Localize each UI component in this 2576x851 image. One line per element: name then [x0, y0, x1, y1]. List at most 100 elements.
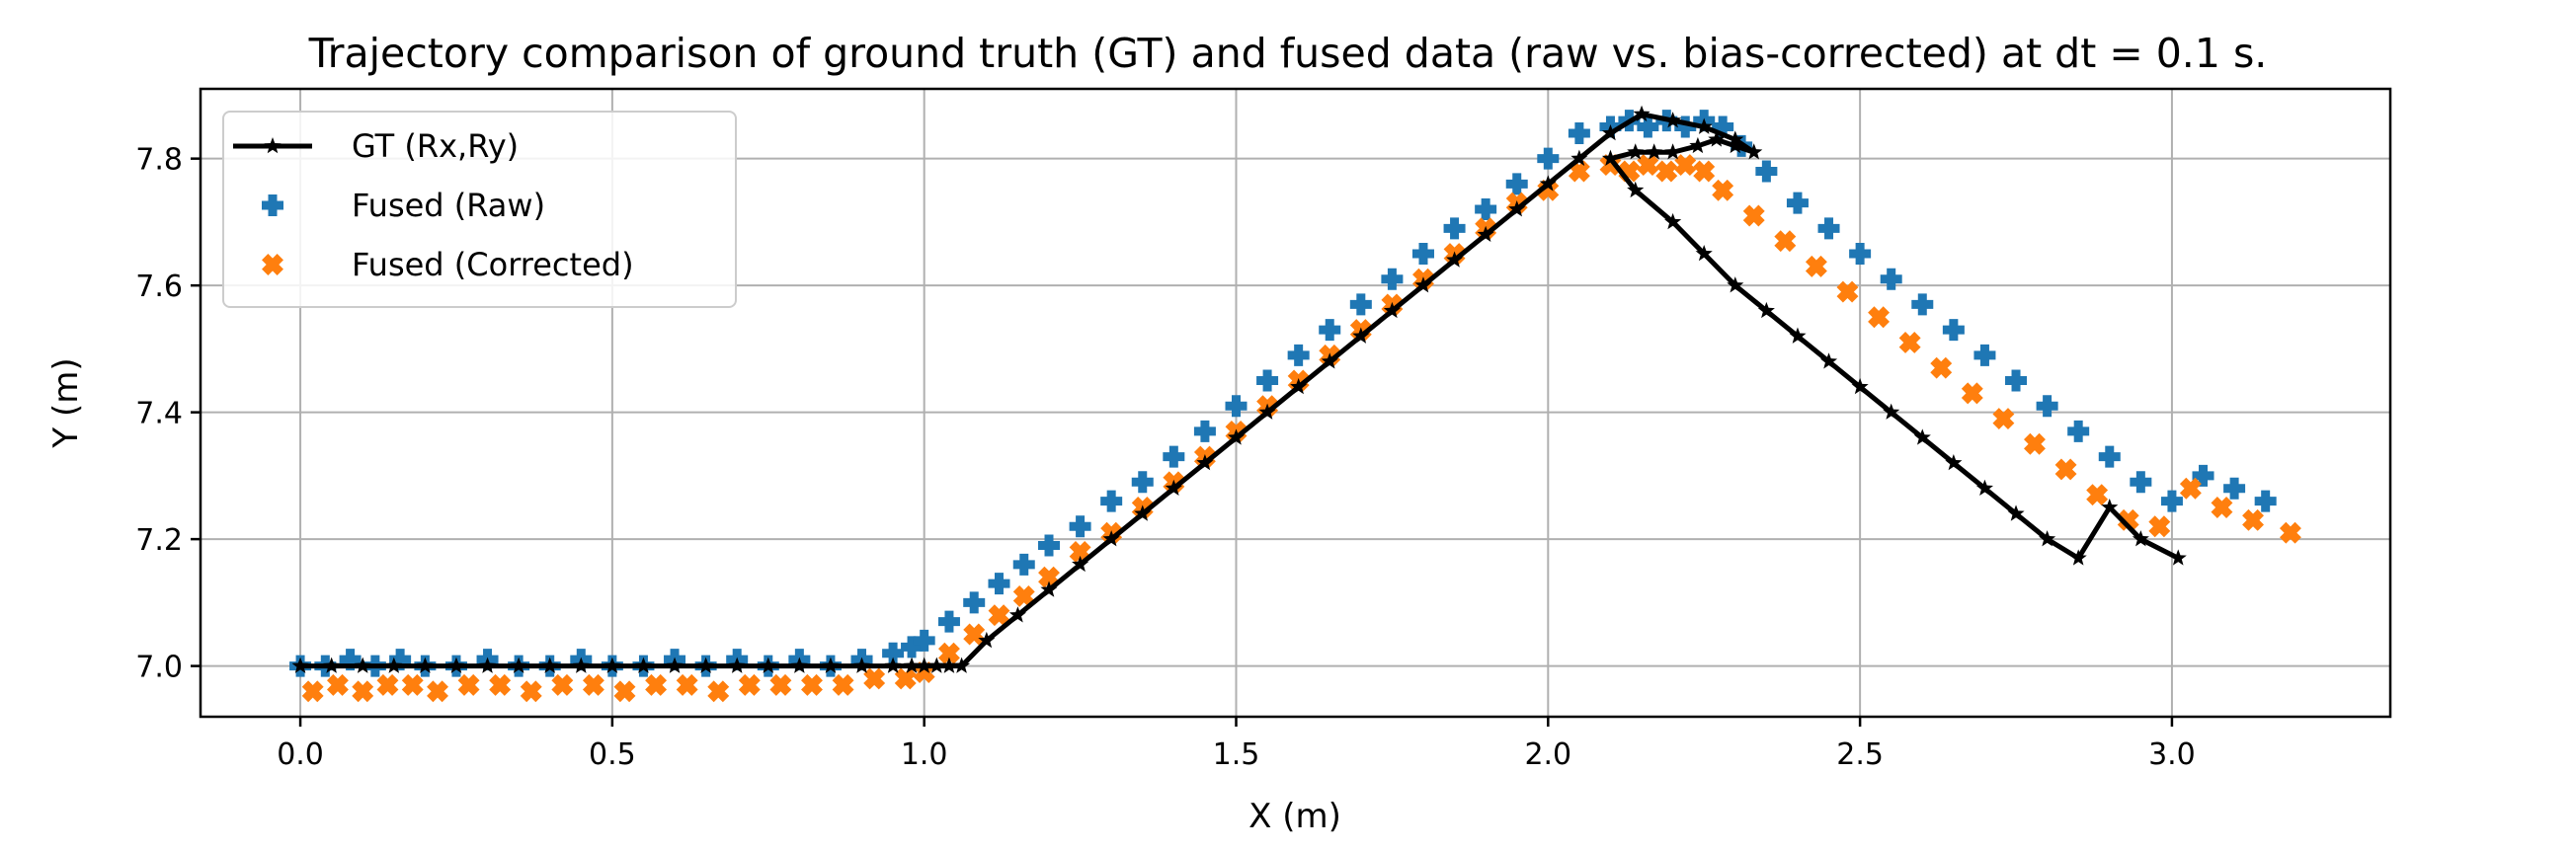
data-point — [863, 667, 886, 690]
data-point — [520, 680, 542, 703]
data-point — [291, 657, 309, 673]
x-tick-label: 3.0 — [2148, 737, 2196, 772]
gt-line — [300, 112, 2180, 669]
data-point — [1689, 136, 1707, 154]
data-point — [2192, 464, 2214, 487]
data-point — [728, 657, 746, 673]
data-point — [352, 680, 374, 703]
data-point — [1601, 123, 1620, 141]
data-point — [1040, 580, 1058, 597]
data-point — [1664, 143, 1682, 160]
data-point — [1911, 293, 1934, 316]
data-point — [1708, 130, 1726, 147]
data-point — [1992, 408, 2015, 430]
data-point — [1069, 515, 1091, 538]
data-point — [697, 657, 715, 673]
data-point — [1880, 268, 1902, 290]
data-point — [1537, 147, 1560, 170]
data-point — [1942, 319, 1965, 342]
data-point — [1131, 471, 1154, 494]
data-point — [354, 657, 371, 673]
data-point — [427, 680, 448, 703]
data-point — [988, 604, 1010, 627]
plot-frame — [199, 87, 2392, 719]
data-point — [1664, 112, 1682, 128]
data-point — [2132, 530, 2149, 547]
data-point — [2054, 458, 2077, 481]
x-tick-label: 1.0 — [901, 737, 948, 772]
data-point — [389, 649, 412, 671]
data-point — [2039, 530, 2056, 547]
x-axis-label: X (m) — [1248, 797, 1341, 836]
data-point — [953, 657, 971, 673]
data-point — [978, 631, 996, 649]
data-point — [2130, 471, 2152, 494]
data-point — [937, 610, 960, 633]
data-point — [963, 591, 986, 614]
data-point — [1664, 212, 1682, 230]
data-point — [339, 649, 362, 671]
data-point — [1165, 479, 1182, 497]
data-point — [1805, 255, 1827, 277]
data-point — [2098, 445, 2121, 468]
data-point — [541, 657, 559, 673]
data-point — [1038, 534, 1061, 557]
data-point — [1727, 136, 1744, 154]
data-point — [903, 657, 921, 673]
data-point — [916, 657, 933, 673]
data-point — [401, 673, 424, 696]
data-point — [1537, 179, 1560, 201]
data-point — [1695, 117, 1713, 134]
legend-item: GT (Rx,Ry) — [233, 127, 519, 165]
data-point — [901, 636, 924, 658]
data-point — [1256, 369, 1279, 392]
data-point — [1539, 175, 1557, 192]
data-point — [2069, 549, 2087, 566]
y-axis-label: Y (m) — [46, 357, 86, 448]
data-point — [1727, 276, 1744, 293]
data-point — [2101, 499, 2119, 515]
data-point — [2036, 395, 2058, 418]
data-point — [769, 673, 792, 696]
data-point — [1836, 280, 1859, 303]
data-point — [1352, 327, 1370, 344]
data-point — [2169, 549, 2187, 566]
data-point — [2086, 484, 2109, 506]
data-point — [894, 667, 917, 690]
data-point — [1381, 268, 1404, 290]
data-point — [2223, 477, 2246, 500]
data-point — [884, 657, 902, 673]
data-point — [1134, 504, 1152, 521]
data-point — [1601, 149, 1620, 166]
legend-marker — [262, 194, 283, 216]
legend-label: GT (Rx,Ry) — [352, 127, 519, 165]
chart-title: Trajectory comparison of ground truth (G… — [308, 30, 2268, 77]
data-point — [1227, 428, 1246, 445]
y-tick-label: 7.4 — [135, 397, 183, 431]
data-point — [1786, 192, 1809, 214]
data-point — [666, 657, 684, 673]
legend: GT (Rx,Ry) Fused (Raw) Fused (Corrected) — [222, 111, 737, 308]
data-point — [738, 673, 761, 696]
data-point — [1627, 143, 1645, 160]
data-point — [1193, 420, 1216, 442]
data-point — [2005, 369, 2028, 392]
data-point — [323, 657, 341, 673]
data-point — [760, 657, 777, 673]
data-point — [604, 657, 621, 673]
data-point — [1287, 344, 1310, 366]
x-tick-label: 0.5 — [589, 737, 636, 772]
y-tick-label: 7.8 — [135, 143, 183, 178]
data-point — [1383, 301, 1401, 319]
data-point — [1321, 352, 1338, 369]
data-point — [1570, 149, 1588, 166]
data-point — [2117, 508, 2139, 531]
data-point — [1913, 428, 1931, 445]
data-point — [882, 642, 905, 664]
data-point — [1674, 116, 1697, 138]
data-point — [1443, 217, 1466, 240]
data-point — [1100, 490, 1123, 512]
data-point — [1414, 276, 1432, 293]
data-point — [676, 673, 698, 696]
